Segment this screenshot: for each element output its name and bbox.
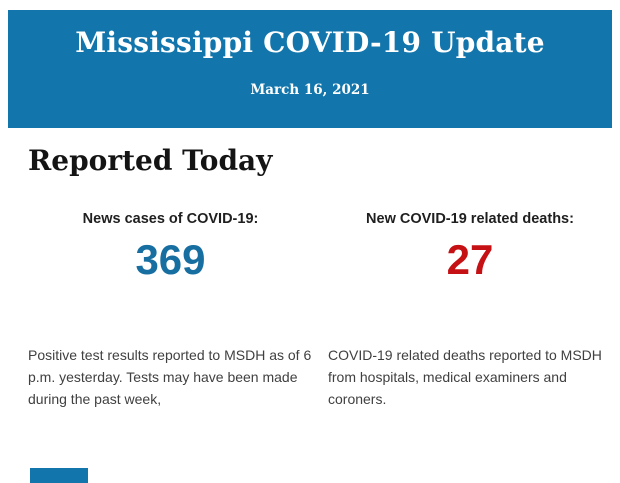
column-gap	[313, 344, 328, 410]
new-deaths-value: 27	[446, 236, 494, 283]
new-deaths-label: New COVID-19 related deaths:	[366, 211, 574, 227]
newsletter-title: Mississippi COVID-19 Update	[75, 26, 545, 59]
new-cases-value: 369	[135, 236, 206, 283]
descriptions-row: Positive test results reported to MSDH a…	[28, 344, 612, 410]
new-cases-label: News cases of COVID-19:	[82, 211, 259, 227]
stat-new-deaths: New COVID-19 related deaths: 27	[328, 210, 612, 285]
next-section-banner-fragment	[30, 468, 88, 483]
header-banner: Mississippi COVID-19 Update March 16, 20…	[8, 10, 612, 128]
newsletter-date: March 16, 2021	[250, 82, 370, 98]
new-deaths-description: COVID-19 related deaths reported to MSDH…	[328, 347, 602, 407]
new-cases-description: Positive test results reported to MSDH a…	[28, 347, 312, 407]
section-heading: Reported Today	[28, 144, 273, 177]
column-gap	[313, 210, 328, 285]
stat-new-cases: News cases of COVID-19: 369	[28, 210, 313, 285]
stats-row: News cases of COVID-19: 369 New COVID-19…	[28, 210, 612, 285]
